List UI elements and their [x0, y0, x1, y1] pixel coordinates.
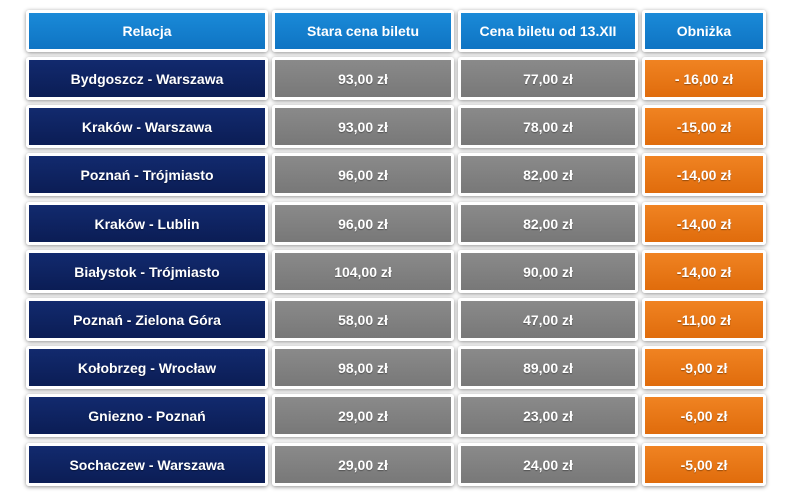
old-price-cell: 104,00 zł: [272, 250, 454, 293]
discount-cell: - 16,00 zł: [642, 57, 766, 100]
route-cell: Białystok - Trójmiasto: [26, 250, 268, 293]
discount-cell: -5,00 zł: [642, 443, 766, 486]
new-price-cell: 23,00 zł: [458, 394, 638, 437]
column-header-discount: Obniżka: [642, 10, 766, 52]
discount-cell: -14,00 zł: [642, 250, 766, 293]
column-header-new-price: Cena biletu od 13.XII: [458, 10, 638, 52]
route-cell: Bydgoszcz - Warszawa: [26, 57, 268, 100]
discount-cell: -15,00 zł: [642, 105, 766, 148]
route-cell: Kołobrzeg - Wrocław: [26, 346, 268, 389]
route-cell: Kraków - Warszawa: [26, 105, 268, 148]
column-header-route: Relacja: [26, 10, 268, 52]
old-price-cell: 29,00 zł: [272, 443, 454, 486]
route-cell: Sochaczew - Warszawa: [26, 443, 268, 486]
discount-cell: -14,00 zł: [642, 153, 766, 196]
old-price-cell: 96,00 zł: [272, 202, 454, 245]
new-price-cell: 77,00 zł: [458, 57, 638, 100]
route-cell: Poznań - Trójmiasto: [26, 153, 268, 196]
new-price-cell: 82,00 zł: [458, 202, 638, 245]
old-price-cell: 96,00 zł: [272, 153, 454, 196]
new-price-cell: 82,00 zł: [458, 153, 638, 196]
column-header-old-price: Stara cena biletu: [272, 10, 454, 52]
new-price-cell: 89,00 zł: [458, 346, 638, 389]
new-price-cell: 47,00 zł: [458, 298, 638, 341]
old-price-cell: 93,00 zł: [272, 105, 454, 148]
route-cell: Gniezno - Poznań: [26, 394, 268, 437]
discount-cell: -6,00 zł: [642, 394, 766, 437]
new-price-cell: 24,00 zł: [458, 443, 638, 486]
new-price-cell: 90,00 zł: [458, 250, 638, 293]
route-cell: Poznań - Zielona Góra: [26, 298, 268, 341]
old-price-cell: 29,00 zł: [272, 394, 454, 437]
route-cell: Kraków - Lublin: [26, 202, 268, 245]
old-price-cell: 58,00 zł: [272, 298, 454, 341]
new-price-cell: 78,00 zł: [458, 105, 638, 148]
old-price-cell: 93,00 zł: [272, 57, 454, 100]
discount-cell: -14,00 zł: [642, 202, 766, 245]
discount-cell: -9,00 zł: [642, 346, 766, 389]
discount-cell: -11,00 zł: [642, 298, 766, 341]
old-price-cell: 98,00 zł: [272, 346, 454, 389]
